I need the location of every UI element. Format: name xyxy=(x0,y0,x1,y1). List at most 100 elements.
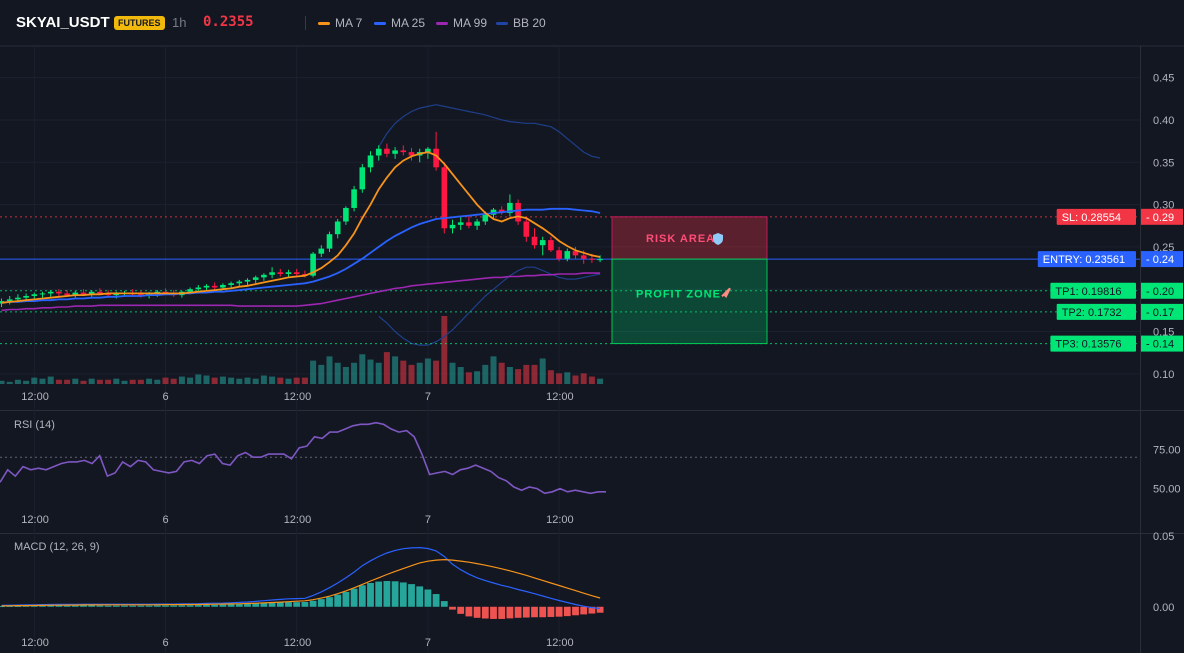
legend-bb20-label: BB 20 xyxy=(513,16,546,30)
candle-body xyxy=(408,152,415,156)
macd-histogram-bar xyxy=(47,605,55,607)
volume-bar xyxy=(244,377,251,384)
macd-histogram-bar xyxy=(481,606,489,619)
timeframe-label[interactable]: 1h xyxy=(172,15,187,30)
macd-histogram-bar xyxy=(0,606,5,608)
volume-bar xyxy=(482,364,489,384)
candle-body xyxy=(466,222,472,226)
macd-histogram-bar xyxy=(350,588,358,607)
profit-zone xyxy=(611,258,768,345)
entry-tick-label: - 0.24 xyxy=(1146,254,1174,266)
volume-bar xyxy=(203,375,210,384)
tp3-tick-label: - 0.14 xyxy=(1146,339,1174,351)
macd-line xyxy=(1,546,601,610)
time-tick-label: 6 xyxy=(163,391,169,403)
candle-body xyxy=(236,281,243,284)
legend-ma99[interactable]: MA 99 xyxy=(436,16,487,30)
tp1-label-box xyxy=(1050,282,1136,299)
macd-histogram-bar xyxy=(334,594,342,607)
macd-histogram-bar xyxy=(555,606,563,617)
rsi-line xyxy=(0,421,606,495)
risk-area-zone xyxy=(611,216,768,260)
volume-bar xyxy=(449,362,456,384)
candle-body xyxy=(72,292,79,296)
macd-histogram-bar xyxy=(194,605,202,607)
last-price: 0.2355 xyxy=(203,14,254,30)
candle-body xyxy=(47,291,54,294)
tp3-label: TP3: 0.13576 xyxy=(1055,339,1121,351)
header-divider xyxy=(305,16,306,30)
macd-histogram-bar xyxy=(6,605,14,607)
macd-histogram-bar xyxy=(121,605,128,607)
macd-histogram-bar xyxy=(244,603,251,607)
volume-bar xyxy=(531,364,538,384)
volume-bar xyxy=(96,379,103,384)
volume-bar xyxy=(515,369,522,384)
time-tick-label: 12:00 xyxy=(21,514,49,526)
macd-histogram-bar xyxy=(137,605,145,607)
volume-bar xyxy=(211,377,218,384)
candle-body xyxy=(580,255,587,259)
macd-histogram-bar xyxy=(162,605,169,607)
volume-bar xyxy=(572,375,579,384)
macd-histogram-bar xyxy=(572,606,579,616)
candle-body xyxy=(80,292,87,295)
tp1-tick-label: - 0.20 xyxy=(1146,286,1174,298)
volume-bar xyxy=(6,381,13,384)
volume-bar xyxy=(195,374,202,384)
volume-bar xyxy=(14,379,21,384)
macd-histogram-bar xyxy=(71,605,79,607)
bb-upper-line xyxy=(378,104,601,159)
futures-badge: FUTURES xyxy=(114,16,165,30)
macd-histogram-bar xyxy=(326,597,333,607)
volume-bar xyxy=(187,377,194,384)
volume-bar xyxy=(146,378,153,384)
macd-histogram-bar xyxy=(260,602,268,607)
volume-bar xyxy=(154,379,161,384)
volume-bar xyxy=(310,360,317,384)
symbol-name[interactable]: SKYAI_USDT xyxy=(16,14,110,31)
macd-histogram-bar xyxy=(449,606,456,610)
macd-histogram-bar xyxy=(145,605,153,607)
volume-bar xyxy=(269,376,276,384)
legend-ma25-label: MA 25 xyxy=(391,16,426,30)
ma99-line xyxy=(1,272,601,312)
tp2-label-box xyxy=(1056,303,1136,320)
legend-ma7[interactable]: MA 7 xyxy=(318,16,362,30)
volume-bar xyxy=(498,362,505,384)
volume-bar xyxy=(441,316,448,384)
volume-bar xyxy=(457,367,464,384)
candle-body xyxy=(203,285,210,288)
volume-bar xyxy=(564,372,571,384)
volume-bar xyxy=(416,362,423,384)
sl-label: SL: 0.28554 xyxy=(1062,212,1121,224)
legend-bb20[interactable]: BB 20 xyxy=(496,16,546,30)
sl-tick-label: - 0.29 xyxy=(1146,212,1174,224)
candle-body xyxy=(293,272,300,274)
legend-ma25[interactable]: MA 25 xyxy=(374,16,425,30)
volume-bar xyxy=(121,380,128,384)
macd-histogram-bar xyxy=(219,604,227,607)
volume-bar xyxy=(408,364,415,384)
volume-bar xyxy=(597,378,604,384)
time-tick-label: 7 xyxy=(425,514,431,526)
volume-bar xyxy=(556,373,563,384)
macd-histogram-bar xyxy=(440,601,448,607)
candle-body xyxy=(39,293,46,295)
tp2-label: TP2: 0.1732 xyxy=(1062,307,1122,319)
macd-histogram-bar xyxy=(96,605,104,607)
candle-body xyxy=(15,297,21,300)
volume-bar xyxy=(0,380,5,384)
tp1-tick-box xyxy=(1141,282,1183,299)
macd-histogram-bar xyxy=(490,606,497,619)
macd-signal-line xyxy=(1,558,601,607)
volume-bar xyxy=(55,379,62,384)
macd-histogram-bar xyxy=(342,591,350,607)
time-tick-label: 6 xyxy=(163,514,169,526)
macd-histogram-bar xyxy=(424,589,432,607)
candle-body xyxy=(228,283,234,285)
macd-histogram-bar xyxy=(596,606,604,613)
candle-body xyxy=(556,250,562,259)
time-tick-label: 7 xyxy=(425,637,431,649)
